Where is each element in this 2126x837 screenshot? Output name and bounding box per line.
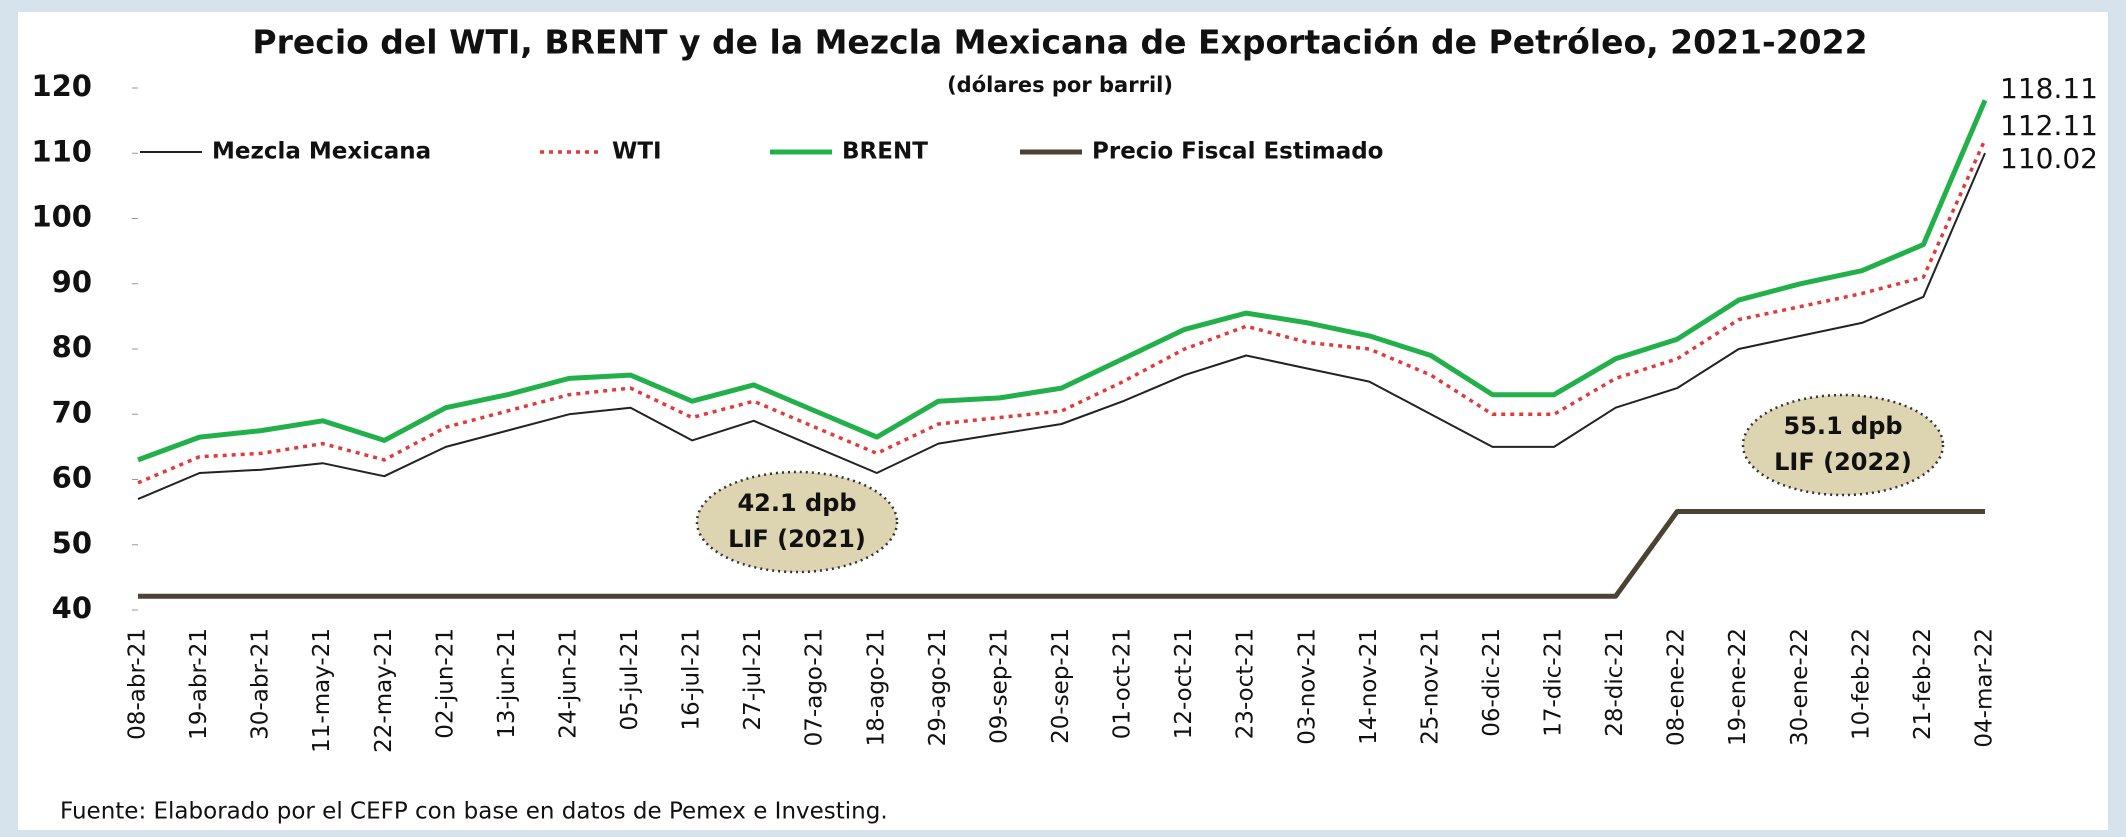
annotation-bubble <box>695 470 899 574</box>
end-value-label: 118.11 <box>2000 72 2098 105</box>
series-line <box>137 99 1988 463</box>
x-tick-label: 08-ene-22 <box>1664 628 1690 746</box>
x-tick-label: 03-nov-21 <box>1294 628 1320 745</box>
x-tick-label: 30-abr-21 <box>248 628 274 740</box>
series-line <box>137 138 1987 485</box>
x-tick-label: 29-ago-21 <box>925 628 951 746</box>
series-line <box>138 509 1985 599</box>
x-tick-label: 02-jun-21 <box>432 628 458 739</box>
x-tick-label: 24-jun-21 <box>555 628 581 739</box>
x-tick-label: 18-ago-21 <box>863 628 889 746</box>
x-tick-label: 08-abr-21 <box>125 628 151 740</box>
end-value-label: 110.02 <box>2000 142 2098 175</box>
x-tick-label: 11-may-21 <box>309 628 335 753</box>
annotation-bubble <box>1741 393 1945 497</box>
x-tick-label: 17-dic-21 <box>1541 628 1567 737</box>
chart-subtitle: (dólares por barril) <box>947 73 1173 97</box>
x-tick-label: 07-ago-21 <box>802 628 828 746</box>
annotation-text: LIF (2021) <box>728 525 866 553</box>
x-tick-label: 20-sep-21 <box>1048 628 1074 744</box>
x-tick-label: 10-feb-22 <box>1848 628 1874 740</box>
x-tick-label: 27-jul-21 <box>740 628 766 731</box>
y-tick-label: 100 <box>31 200 92 234</box>
y-tick-label: 50 <box>52 526 92 560</box>
y-tick-label: 70 <box>52 395 92 429</box>
y-tick-label: 120 <box>31 69 92 103</box>
x-tick-label: 16-jul-21 <box>679 628 705 731</box>
y-tick-label: 80 <box>52 330 92 364</box>
x-tick-label: 19-ene-22 <box>1725 628 1751 746</box>
y-tick-label: 90 <box>52 265 92 299</box>
x-tick-label: 23-oct-21 <box>1233 628 1259 739</box>
series-line <box>137 152 1986 501</box>
x-tick-label: 06-dic-21 <box>1479 628 1505 737</box>
legend-label: Precio Fiscal Estimado <box>1092 139 1384 165</box>
legend-label: Mezcla Mexicana <box>212 139 431 165</box>
x-tick-label: 04-mar-22 <box>1972 628 1998 748</box>
x-tick-label: 13-jun-21 <box>494 628 520 739</box>
x-tick-label: 19-abr-21 <box>186 628 212 740</box>
y-tick-label: 60 <box>52 461 92 495</box>
x-tick-label: 12-oct-21 <box>1171 628 1197 739</box>
x-tick-label: 14-nov-21 <box>1356 628 1382 745</box>
legend-label: WTI <box>612 139 662 165</box>
legend-label: BRENT <box>842 139 928 165</box>
x-tick-label: 01-oct-21 <box>1110 628 1136 739</box>
x-tick-label: 05-jul-21 <box>617 628 643 731</box>
annotation-text: 42.1 dpb <box>737 489 856 517</box>
x-tick-label: 28-dic-21 <box>1602 628 1628 737</box>
y-tick-label: 110 <box>31 134 92 168</box>
x-tick-label: 25-nov-21 <box>1417 628 1443 745</box>
x-tick-label: 21-feb-22 <box>1910 628 1936 740</box>
x-tick-label: 09-sep-21 <box>986 628 1012 744</box>
annotation-text: LIF (2022) <box>1774 448 1912 476</box>
annotation-text: 55.1 dpb <box>1783 412 1902 440</box>
source-note: Fuente: Elaborado por el CEFP con base e… <box>60 799 888 825</box>
chart-title: Precio del WTI, BRENT y de la Mezcla Mex… <box>252 23 1867 62</box>
y-tick-label: 40 <box>52 591 92 625</box>
end-value-label: 112.11 <box>2000 109 2098 142</box>
x-tick-label: 30-ene-22 <box>1787 628 1813 746</box>
x-tick-label: 22-may-21 <box>371 628 397 753</box>
